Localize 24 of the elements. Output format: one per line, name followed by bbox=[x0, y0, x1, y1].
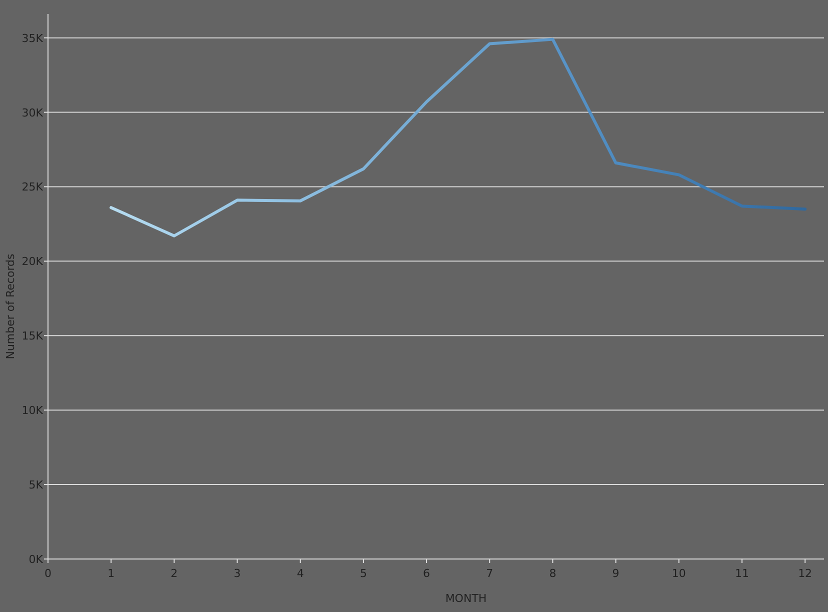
x-tick-label: 11 bbox=[734, 567, 749, 580]
x-tick-label: 2 bbox=[170, 567, 178, 580]
x-tick-label: 9 bbox=[612, 567, 620, 580]
x-tick-label: 12 bbox=[798, 567, 812, 580]
y-tick-label: 35K bbox=[22, 32, 44, 45]
y-tick-label: 30K bbox=[22, 106, 44, 120]
x-tick-label: 7 bbox=[486, 567, 494, 580]
y-tick-label: 25K bbox=[22, 180, 44, 194]
y-tick-label: 15K bbox=[22, 330, 44, 343]
y-tick-label: 5K bbox=[28, 478, 44, 492]
x-tick-label: 6 bbox=[423, 567, 430, 580]
x-tick-label: 10 bbox=[672, 567, 686, 580]
y-tick-label: 20K bbox=[22, 255, 44, 268]
x-tick-label: 8 bbox=[549, 567, 556, 580]
x-tick-label: 4 bbox=[296, 567, 304, 580]
x-tick-label: 5 bbox=[360, 567, 367, 580]
x-tick-label: 1 bbox=[108, 567, 115, 580]
y-tick-label: 0K bbox=[28, 553, 44, 566]
x-tick-label: 3 bbox=[234, 567, 241, 580]
y-axis-title: Number of Records bbox=[4, 253, 17, 360]
y-tick-label: 10K bbox=[22, 404, 44, 418]
line-series bbox=[110, 38, 807, 238]
x-axis-title: MONTH bbox=[445, 592, 487, 605]
x-tick-label: 0 bbox=[44, 567, 52, 580]
